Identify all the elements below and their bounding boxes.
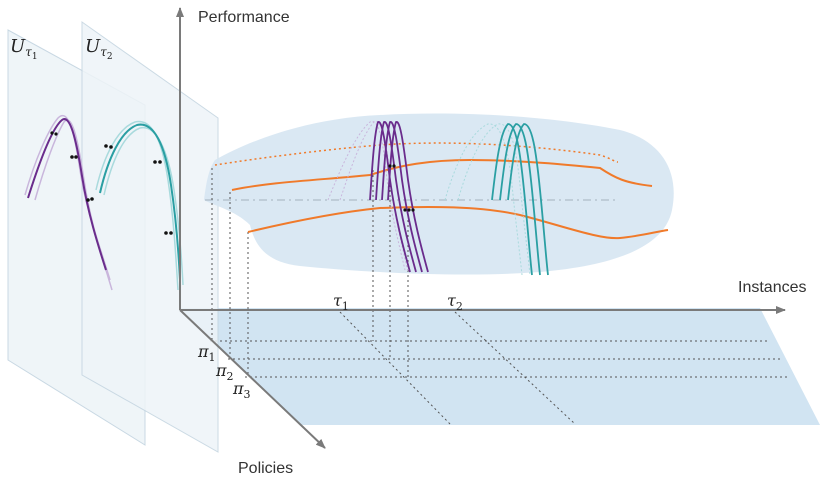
projection-lines [211,165,409,377]
instance-label-tau2: τ2 [447,291,463,313]
utility-dots [50,131,173,235]
tau2-slice-curves [444,123,549,276]
policy-curves [214,142,669,240]
utility-label-tau2: Uτ2 [85,36,113,62]
floor-plane [180,308,820,425]
surface-dots [388,164,415,212]
utility-label-tau1: Uτ1 [10,36,38,62]
instances-axis-label: Instances [738,279,806,296]
policy-label-pi3: π3 [232,379,251,401]
floor-policy-lines [210,340,790,378]
policies-axis-label: Policies [238,460,293,477]
tau1-slice-curves [327,120,429,273]
policy-label-pi2: π2 [215,361,234,383]
axes [176,7,786,449]
policies-axis [179,309,326,449]
instance-label-tau1: τ1 [333,291,349,313]
floor-instance-lines [339,311,576,425]
performance-surface [204,113,674,275]
tau1-utility-curves [24,115,113,291]
policy-label-pi1: π1 [197,342,216,364]
utility-plane-tau2 [81,21,219,453]
performance-axis-label: Performance [198,9,290,26]
